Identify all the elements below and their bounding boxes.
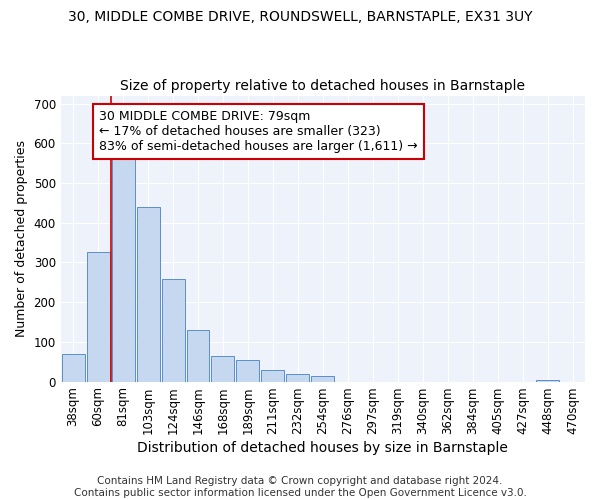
Y-axis label: Number of detached properties: Number of detached properties	[15, 140, 28, 337]
Bar	[262, 370, 284, 382]
Bar	[137, 207, 160, 382]
Bar	[286, 374, 310, 382]
Bar	[112, 159, 134, 382]
Bar	[161, 279, 185, 382]
Bar	[236, 360, 259, 382]
Text: 30 MIDDLE COMBE DRIVE: 79sqm
← 17% of detached houses are smaller (323)
83% of s: 30 MIDDLE COMBE DRIVE: 79sqm ← 17% of de…	[99, 110, 418, 153]
Bar	[311, 376, 334, 382]
X-axis label: Distribution of detached houses by size in Barnstaple: Distribution of detached houses by size …	[137, 441, 508, 455]
Text: Contains HM Land Registry data © Crown copyright and database right 2024.
Contai: Contains HM Land Registry data © Crown c…	[74, 476, 526, 498]
Text: 30, MIDDLE COMBE DRIVE, ROUNDSWELL, BARNSTAPLE, EX31 3UY: 30, MIDDLE COMBE DRIVE, ROUNDSWELL, BARN…	[68, 10, 532, 24]
Bar	[187, 330, 209, 382]
Bar	[536, 380, 559, 382]
Bar	[86, 252, 110, 382]
Title: Size of property relative to detached houses in Barnstaple: Size of property relative to detached ho…	[121, 79, 526, 93]
Bar	[62, 354, 85, 382]
Bar	[211, 356, 235, 382]
